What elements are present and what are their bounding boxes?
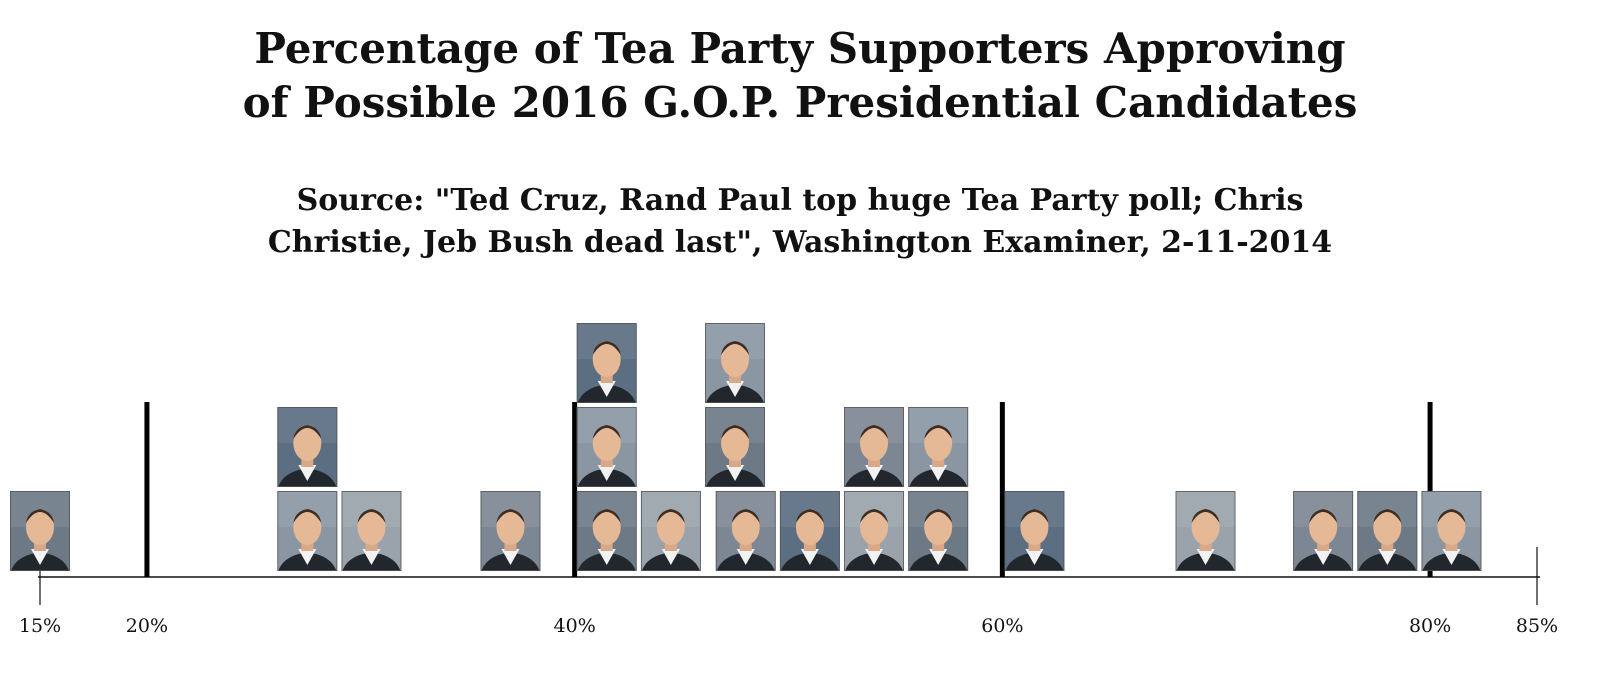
candidate-portrait-2 <box>277 491 338 571</box>
candidate-portrait-9 <box>640 491 701 571</box>
candidate-portrait-15 <box>844 407 905 487</box>
candidate-portrait-20 <box>1293 491 1354 571</box>
chart-subtitle-line-2: Christie, Jeb Bush dead last", Washingto… <box>267 225 1333 260</box>
candidate-portrait-17 <box>908 407 969 487</box>
candidate-portrait-5 <box>480 491 541 571</box>
tick-label-80: 80% <box>1409 615 1451 637</box>
candidate-portrait-8 <box>576 323 637 403</box>
axis-layer <box>38 402 1540 605</box>
candidate-portrait-1 <box>10 491 70 571</box>
tick-label-40: 40% <box>554 615 596 637</box>
candidate-portrait-13 <box>779 491 840 571</box>
labels-layer: 15% 20% 40% 60% 80% 85% <box>19 615 1558 637</box>
candidate-portrait-10 <box>715 491 776 571</box>
candidate-portrait-16 <box>908 491 969 571</box>
chart-title-line-1: Percentage of Tea Party Supporters Appro… <box>254 24 1346 73</box>
candidate-portrait-18 <box>1004 491 1065 571</box>
chart-subtitle-line-1: Source: "Ted Cruz, Rand Paul top huge Te… <box>296 183 1304 218</box>
points-layer <box>10 323 1482 571</box>
tick-label-20: 20% <box>126 615 168 637</box>
candidate-portrait-14 <box>844 491 905 571</box>
candidate-portrait-3 <box>277 407 338 487</box>
candidate-portrait-21 <box>1357 491 1418 571</box>
chart-title-line-2: of Possible 2016 G.O.P. Presidential Can… <box>242 78 1358 127</box>
tick-label-85: 85% <box>1516 615 1558 637</box>
candidate-portrait-22 <box>1421 491 1482 571</box>
candidate-portrait-4 <box>341 491 402 571</box>
candidate-portrait-12 <box>705 323 766 403</box>
chart-subtitle: Source: "Ted Cruz, Rand Paul top huge Te… <box>0 180 1600 264</box>
chart-title: Percentage of Tea Party Supporters Appro… <box>0 22 1600 130</box>
tick-label-60: 60% <box>981 615 1023 637</box>
tick-label-15: 15% <box>19 615 61 637</box>
candidate-portrait-6 <box>576 491 637 571</box>
candidate-portrait-19 <box>1175 491 1236 571</box>
candidate-portrait-7 <box>576 407 637 487</box>
candidate-portrait-11 <box>705 407 766 487</box>
